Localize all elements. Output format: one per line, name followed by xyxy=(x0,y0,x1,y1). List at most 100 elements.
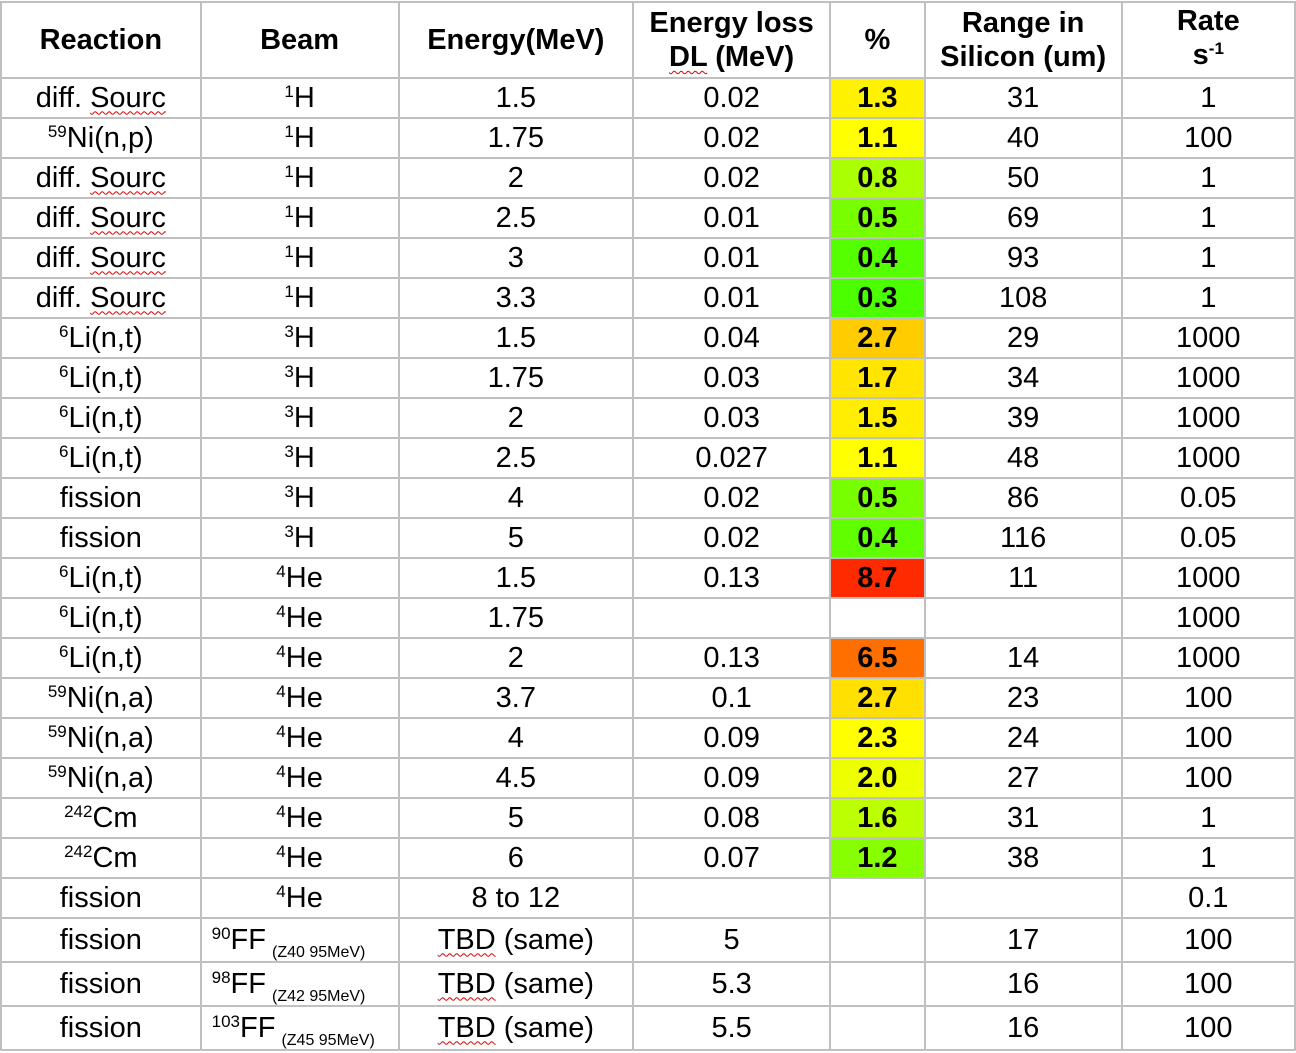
cell-reaction[interactable]: 6Li(n,t) xyxy=(0,597,202,639)
cell-rate[interactable]: 1 xyxy=(1120,837,1296,879)
cell-range[interactable]: 93 xyxy=(923,237,1123,279)
cell-reaction[interactable]: 6Li(n,t) xyxy=(0,357,202,399)
cell-range[interactable]: 24 xyxy=(923,717,1123,759)
cell-rate[interactable]: 1000 xyxy=(1120,397,1296,439)
cell-energy-loss[interactable]: 5.3 xyxy=(632,961,832,1007)
cell-beam[interactable]: 1H xyxy=(199,117,400,159)
cell-rate[interactable]: 1 xyxy=(1120,197,1296,239)
cell-rate[interactable]: 0.05 xyxy=(1120,517,1296,559)
cell-percent[interactable]: 0.3 xyxy=(829,277,926,319)
cell-reaction[interactable]: 6Li(n,t) xyxy=(0,317,202,359)
cell-reaction[interactable]: 59Ni(n,a) xyxy=(0,677,202,719)
cell-range[interactable]: 40 xyxy=(923,117,1123,159)
header-beam[interactable]: Beam xyxy=(199,1,400,79)
cell-energy[interactable]: 2 xyxy=(397,157,635,199)
cell-percent[interactable]: 0.5 xyxy=(829,477,926,519)
cell-beam[interactable]: 4He xyxy=(199,837,400,879)
cell-reaction[interactable]: fission xyxy=(0,517,202,559)
cell-rate[interactable]: 100 xyxy=(1120,117,1296,159)
cell-energy-loss[interactable]: 0.03 xyxy=(632,397,832,439)
cell-energy-loss[interactable]: 0.02 xyxy=(632,477,832,519)
cell-energy[interactable]: 1.75 xyxy=(397,357,635,399)
cell-range[interactable]: 108 xyxy=(923,277,1123,319)
cell-energy-loss[interactable]: 0.1 xyxy=(632,677,832,719)
cell-reaction[interactable]: diff. Sourc xyxy=(0,197,202,239)
cell-energy[interactable]: 6 xyxy=(397,837,635,879)
header-energy[interactable]: Energy(MeV) xyxy=(397,1,635,79)
cell-beam[interactable]: 4He xyxy=(199,557,400,599)
cell-beam[interactable]: 98FF (Z42 95MeV) xyxy=(199,961,400,1007)
cell-energy[interactable]: 2 xyxy=(397,637,635,679)
cell-energy-loss[interactable]: 5 xyxy=(632,917,832,963)
cell-energy-loss[interactable]: 0.02 xyxy=(632,77,832,119)
header-rate[interactable]: Rate s-1 xyxy=(1120,1,1296,79)
cell-energy[interactable]: 3.7 xyxy=(397,677,635,719)
cell-beam[interactable]: 103FF (Z45 95MeV) xyxy=(199,1005,400,1051)
cell-beam[interactable]: 3H xyxy=(199,317,400,359)
cell-range[interactable]: 29 xyxy=(923,317,1123,359)
cell-range[interactable]: 16 xyxy=(923,1005,1123,1051)
cell-beam[interactable]: 4He xyxy=(199,757,400,799)
cell-beam[interactable]: 4He xyxy=(199,637,400,679)
cell-percent[interactable]: 2.3 xyxy=(829,717,926,759)
cell-energy-loss[interactable]: 0.01 xyxy=(632,277,832,319)
cell-reaction[interactable]: diff. Sourc xyxy=(0,277,202,319)
cell-beam[interactable]: 3H xyxy=(199,517,400,559)
cell-percent[interactable] xyxy=(829,877,926,919)
cell-range[interactable]: 17 xyxy=(923,917,1123,963)
cell-energy-loss[interactable]: 0.08 xyxy=(632,797,832,839)
header-percent[interactable]: % xyxy=(829,1,926,79)
cell-range[interactable] xyxy=(923,877,1123,919)
cell-energy[interactable]: 1.5 xyxy=(397,317,635,359)
cell-percent[interactable]: 2.7 xyxy=(829,677,926,719)
cell-energy-loss[interactable]: 0.04 xyxy=(632,317,832,359)
cell-range[interactable]: 50 xyxy=(923,157,1123,199)
cell-reaction[interactable]: fission xyxy=(0,1005,202,1051)
cell-energy[interactable]: TBD (same) xyxy=(397,917,635,963)
cell-range[interactable]: 116 xyxy=(923,517,1123,559)
cell-range[interactable]: 48 xyxy=(923,437,1123,479)
cell-energy[interactable]: 4.5 xyxy=(397,757,635,799)
cell-energy[interactable]: 8 to 12 xyxy=(397,877,635,919)
cell-reaction[interactable]: diff. Sourc xyxy=(0,157,202,199)
cell-percent[interactable]: 2.7 xyxy=(829,317,926,359)
cell-energy[interactable]: 4 xyxy=(397,477,635,519)
cell-percent[interactable]: 0.4 xyxy=(829,517,926,559)
cell-energy[interactable]: 3 xyxy=(397,237,635,279)
cell-rate[interactable]: 1 xyxy=(1120,77,1296,119)
cell-range[interactable]: 27 xyxy=(923,757,1123,799)
cell-energy[interactable]: 4 xyxy=(397,717,635,759)
cell-range[interactable]: 31 xyxy=(923,797,1123,839)
cell-energy-loss[interactable]: 0.02 xyxy=(632,117,832,159)
cell-beam[interactable]: 4He xyxy=(199,797,400,839)
cell-energy-loss[interactable]: 0.07 xyxy=(632,837,832,879)
cell-reaction[interactable]: 59Ni(n,a) xyxy=(0,717,202,759)
header-range[interactable]: Range in Silicon (um) xyxy=(923,1,1123,79)
cell-percent[interactable]: 8.7 xyxy=(829,557,926,599)
cell-percent[interactable]: 1.6 xyxy=(829,797,926,839)
cell-rate[interactable]: 0.1 xyxy=(1120,877,1296,919)
cell-range[interactable]: 16 xyxy=(923,961,1123,1007)
cell-energy[interactable]: 1.5 xyxy=(397,557,635,599)
cell-energy-loss[interactable]: 0.03 xyxy=(632,357,832,399)
cell-rate[interactable]: 1000 xyxy=(1120,357,1296,399)
cell-range[interactable]: 69 xyxy=(923,197,1123,239)
cell-beam[interactable]: 1H xyxy=(199,197,400,239)
cell-rate[interactable]: 1 xyxy=(1120,237,1296,279)
cell-percent[interactable]: 0.4 xyxy=(829,237,926,279)
cell-energy[interactable]: TBD (same) xyxy=(397,1005,635,1051)
cell-rate[interactable]: 1000 xyxy=(1120,437,1296,479)
cell-rate[interactable]: 1000 xyxy=(1120,597,1296,639)
header-reaction[interactable]: Reaction xyxy=(0,1,202,79)
cell-rate[interactable]: 100 xyxy=(1120,961,1296,1007)
cell-energy[interactable]: 2.5 xyxy=(397,437,635,479)
cell-percent[interactable]: 6.5 xyxy=(829,637,926,679)
cell-rate[interactable]: 1000 xyxy=(1120,557,1296,599)
cell-rate[interactable]: 100 xyxy=(1120,917,1296,963)
cell-percent[interactable]: 0.5 xyxy=(829,197,926,239)
cell-beam[interactable]: 4He xyxy=(199,877,400,919)
cell-percent[interactable]: 1.1 xyxy=(829,117,926,159)
cell-energy[interactable]: 2.5 xyxy=(397,197,635,239)
cell-energy[interactable]: 1.75 xyxy=(397,597,635,639)
cell-percent[interactable]: 1.2 xyxy=(829,837,926,879)
